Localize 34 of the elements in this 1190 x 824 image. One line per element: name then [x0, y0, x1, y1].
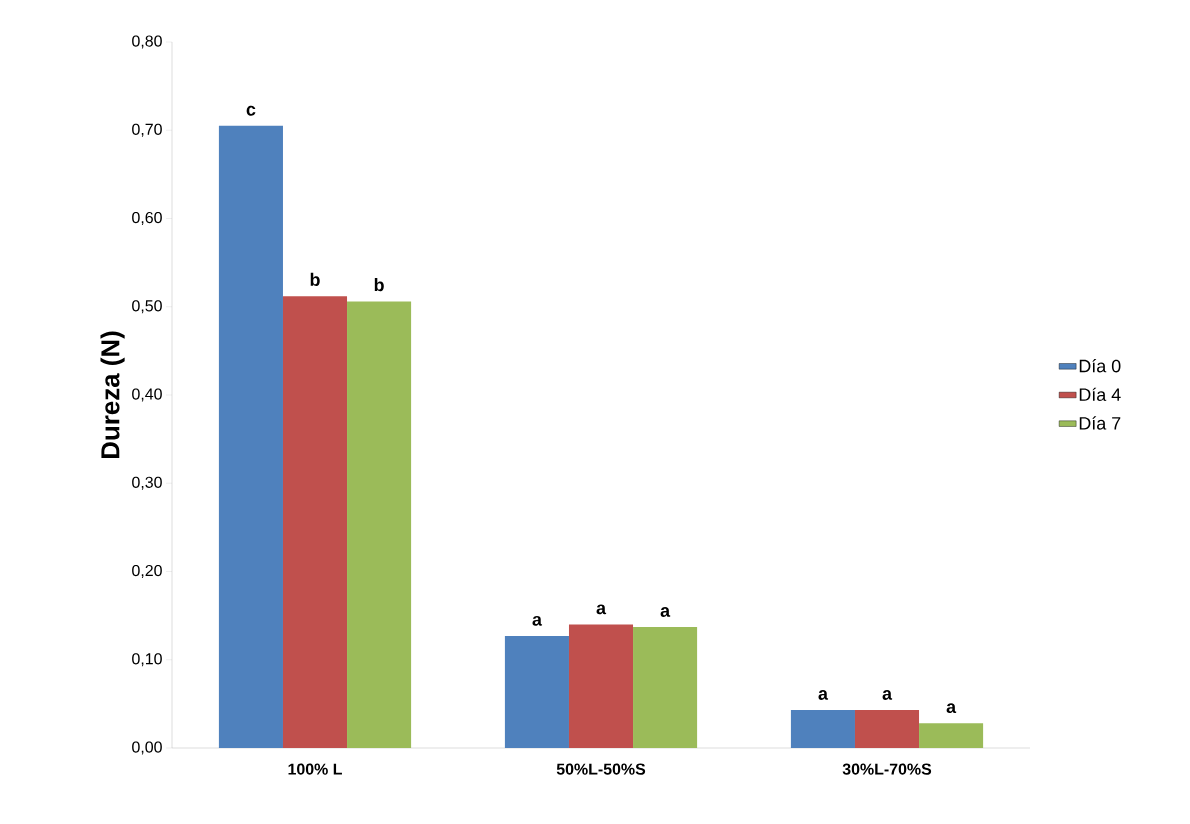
- bar: [218, 125, 283, 748]
- bar: [854, 710, 920, 748]
- data-label: b: [310, 272, 320, 286]
- y-tick-label: 0,30: [132, 476, 162, 490]
- bar: [790, 710, 855, 748]
- data-label: a: [596, 604, 607, 615]
- x-tick-label: 50%L-50%S: [556, 763, 646, 775]
- y-tick-label: 0,20: [132, 564, 162, 579]
- y-tick-label: 0,70: [132, 123, 162, 137]
- y-tick-label: 0,80: [132, 35, 162, 49]
- bar: [568, 624, 634, 748]
- data-label: a: [882, 690, 893, 700]
- y-tick-label: 0,60: [132, 211, 162, 226]
- data-label: a: [532, 615, 543, 626]
- y-tick-label: 0,40: [132, 388, 162, 402]
- y-tick-label: 0,00: [132, 741, 162, 755]
- bar: [282, 296, 348, 748]
- y-tick-label: 0,10: [132, 653, 162, 667]
- legend-label: Día 0: [1079, 359, 1121, 373]
- bar: [504, 635, 569, 748]
- y-axis-title: Dureza (N): [100, 331, 125, 459]
- bar: [633, 627, 698, 748]
- data-label: a: [818, 690, 829, 700]
- x-tick-label: 30%L-70%S: [842, 763, 932, 775]
- y-tick-label: 0,50: [132, 300, 162, 314]
- bar: [347, 301, 412, 748]
- legend-label: Día 7: [1079, 416, 1121, 430]
- data-label: c: [246, 105, 256, 116]
- data-label: a: [660, 607, 671, 617]
- legend-label: Día 4: [1079, 387, 1121, 402]
- x-tick-label: 100% L: [288, 763, 342, 775]
- data-label: a: [946, 703, 957, 714]
- data-label: b: [374, 278, 384, 292]
- bar: [919, 723, 984, 748]
